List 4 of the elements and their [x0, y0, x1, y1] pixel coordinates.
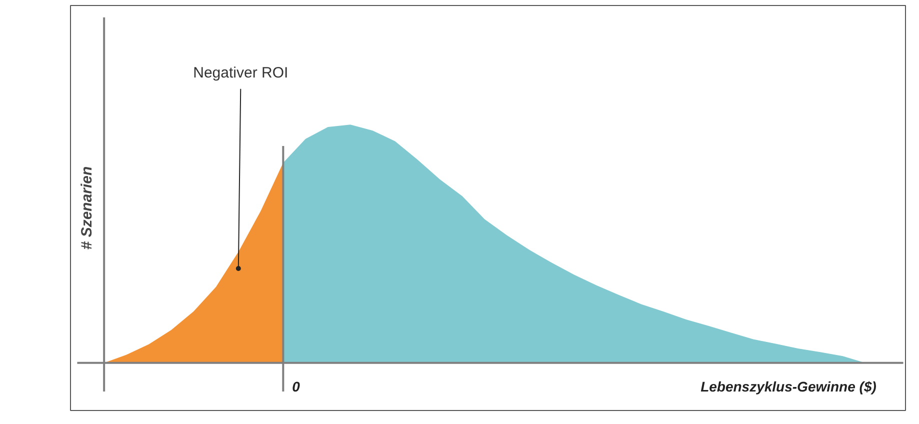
- text: Negativer ROI: [193, 64, 288, 82]
- text: 0: [292, 378, 300, 395]
- y-axis-title: # Szenarien: [78, 166, 96, 250]
- x-axis-title: Lebenszyklus-Gewinne ($): [700, 378, 877, 395]
